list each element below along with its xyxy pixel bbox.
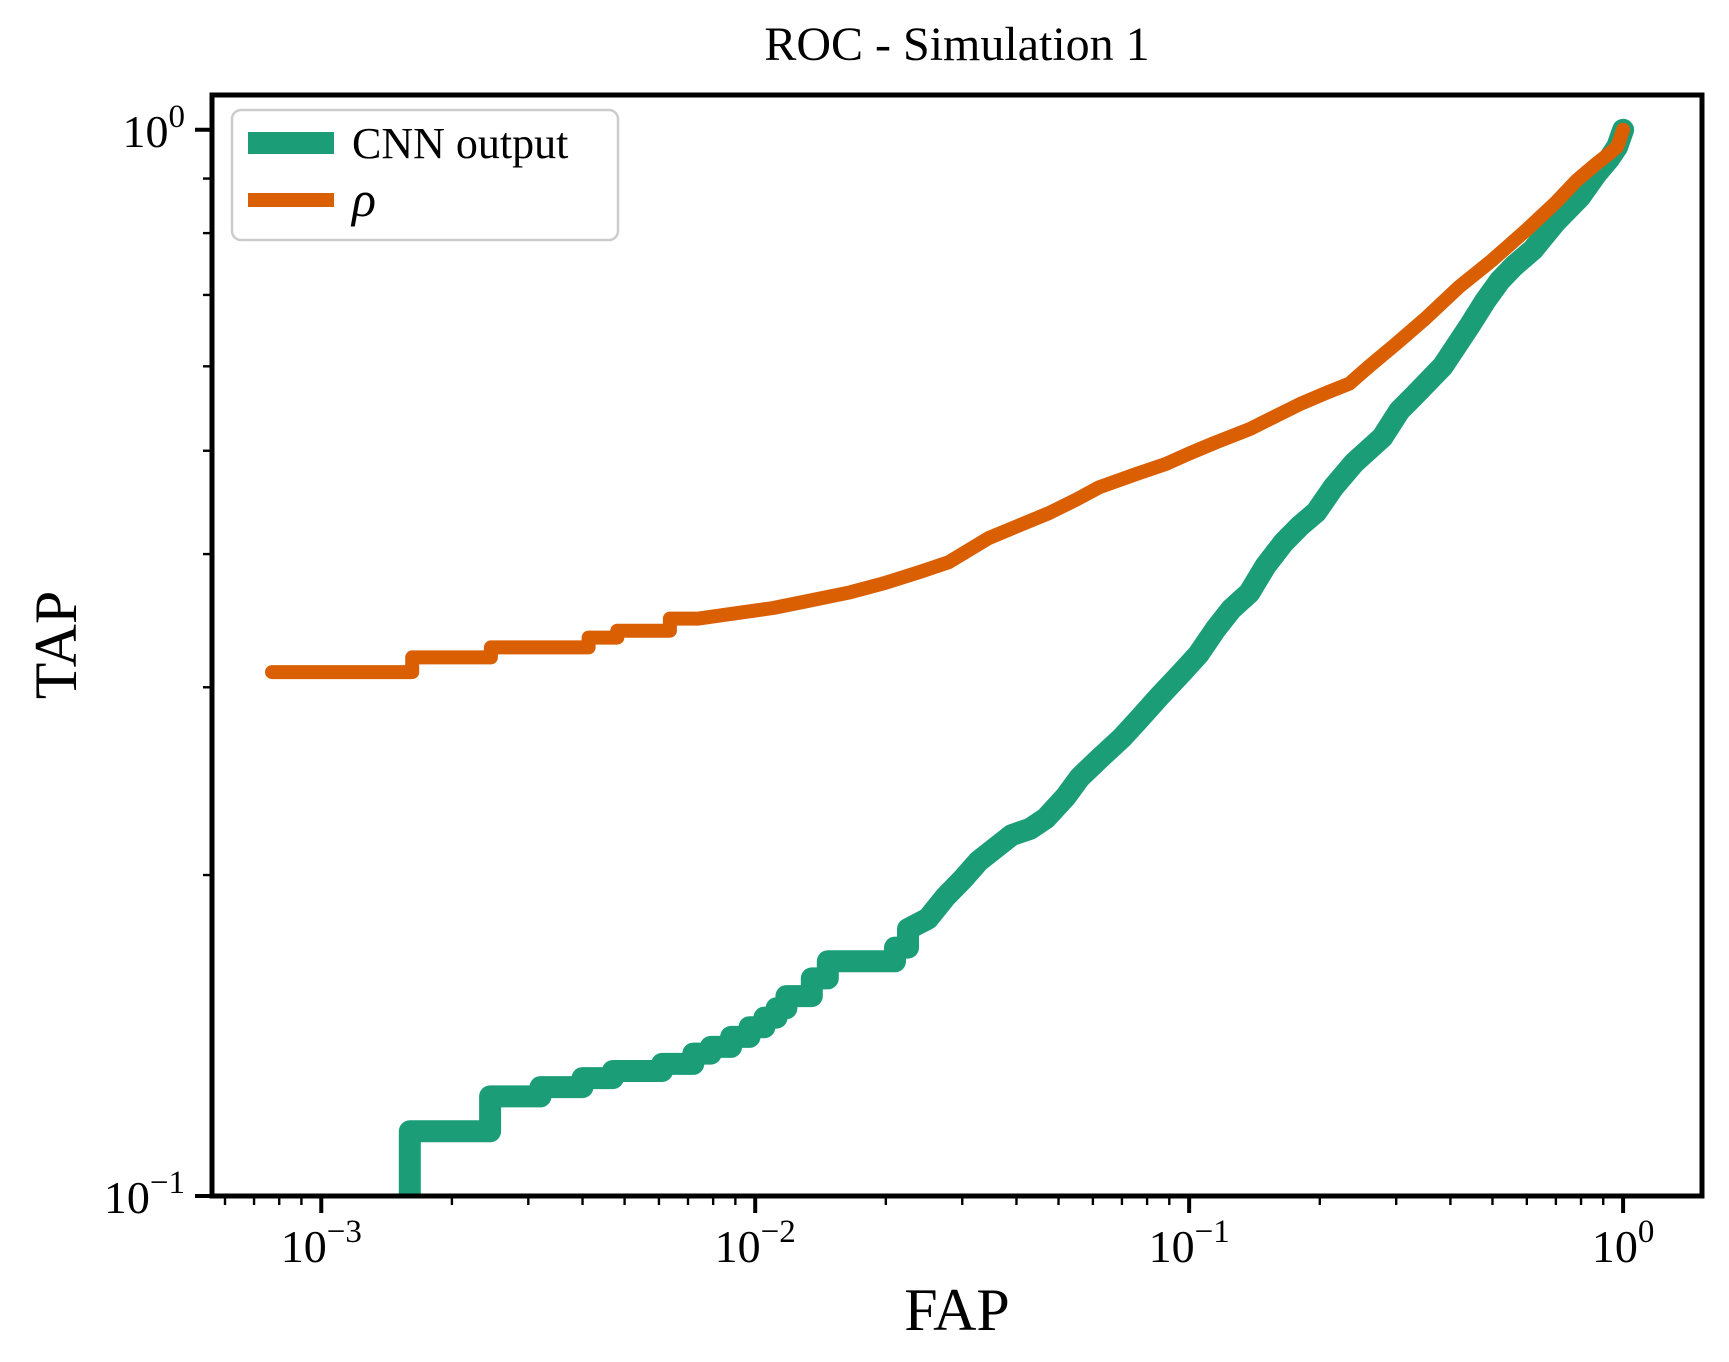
series-curve-cnn-output xyxy=(398,118,1635,1196)
axes-spines xyxy=(209,92,1705,1199)
y-axis-label: TAP xyxy=(23,591,89,700)
x-tick-label: 10−2 xyxy=(715,1214,796,1272)
x-axis-label: FAP xyxy=(904,1277,1010,1343)
tick-exponent: 0 xyxy=(1638,1214,1655,1250)
tick-exponent: −2 xyxy=(761,1214,796,1250)
y-tick-label: 100 xyxy=(123,99,186,157)
axes-layer xyxy=(195,92,1705,1213)
legend-label-rho: ρ xyxy=(350,171,376,227)
series-curve-rho xyxy=(265,122,1631,680)
tick-exponent: −1 xyxy=(1195,1214,1230,1250)
x-tick-label: 10−1 xyxy=(1149,1214,1230,1272)
chart-title: ROC - Simulation 1 xyxy=(764,18,1149,71)
legend-label-cnn-output: CNN output xyxy=(352,119,568,168)
tick-exponent: −1 xyxy=(150,1165,185,1201)
x-tick-label: 100 xyxy=(1592,1214,1655,1272)
tick-exponent: −3 xyxy=(327,1214,362,1250)
tick-label-layer: 10−3 10−2 10−1 100 100 10−1 xyxy=(104,99,1654,1272)
curves-layer xyxy=(265,118,1635,1196)
tick-exponent: 0 xyxy=(169,99,186,135)
y-tick-label: 10−1 xyxy=(104,1165,185,1223)
legend: CNN output ρ xyxy=(230,108,620,242)
x-tick-label: 10−3 xyxy=(281,1214,362,1272)
